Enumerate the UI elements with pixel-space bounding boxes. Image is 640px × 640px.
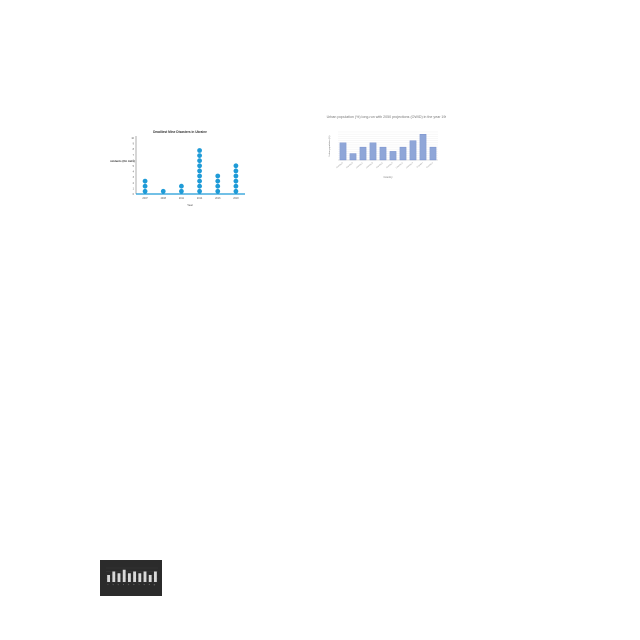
data-bar xyxy=(419,134,427,161)
x-axis-label: Year xyxy=(187,203,193,207)
data-dot xyxy=(197,168,202,174)
data-dot xyxy=(142,188,148,194)
x-tick-label: 2011 xyxy=(179,197,185,200)
data-bar xyxy=(379,146,387,161)
data-dot xyxy=(197,163,202,169)
data-bar xyxy=(107,575,111,582)
y-axis-label: Urban population (%) xyxy=(328,135,331,156)
data-bar xyxy=(399,146,407,161)
x-tick-label: 2008 xyxy=(161,197,167,200)
data-dot xyxy=(179,183,184,189)
data-dot xyxy=(233,173,239,179)
data-dot xyxy=(215,188,221,194)
data-dot xyxy=(197,173,202,179)
data-dot xyxy=(197,153,202,158)
x-tick-label: Country C xyxy=(355,161,364,169)
dot-plot-card: Deadliest Mine Disasters in Ukraine Year I… xyxy=(110,128,250,210)
x-tick-label: 3 xyxy=(118,584,120,586)
x-tick-label: Country E xyxy=(375,161,384,169)
x-tick-label: 8 xyxy=(144,584,146,586)
data-dot xyxy=(142,178,148,184)
data-dot xyxy=(179,188,184,194)
x-tick-label: 9 xyxy=(149,584,151,586)
data-dot xyxy=(197,178,202,184)
data-bar xyxy=(112,571,116,582)
data-bar xyxy=(127,573,131,582)
data-bar xyxy=(153,571,157,582)
x-tick-label: 7 xyxy=(138,584,140,586)
x-tick-label: Country B xyxy=(345,161,354,169)
x-tick-label: Country I xyxy=(416,161,424,169)
data-bar xyxy=(369,142,377,161)
y-axis-label: Incidents (On Axis) xyxy=(110,159,135,163)
y-tick-label: 10 xyxy=(131,137,134,140)
data-bar xyxy=(138,573,142,582)
bar-chart-card: Urban population (%) long-run with 2050 … xyxy=(326,112,446,182)
y-tick-label: 1 xyxy=(133,187,135,190)
data-dot xyxy=(215,178,221,184)
dark-bar-chart: 1 2 3 4 5 6 7 8 9 10 xyxy=(106,567,158,587)
data-dot xyxy=(215,173,221,179)
x-tick-label: Country F xyxy=(385,161,394,169)
x-tick-label: 2 xyxy=(112,584,114,586)
data-dot xyxy=(233,163,239,169)
chart-title: Deadliest Mine Disasters in Ukraine xyxy=(153,130,207,134)
x-tick-label: 2014 xyxy=(197,197,203,200)
x-tick-label: 2018 xyxy=(233,197,239,200)
x-tick-label: Country D xyxy=(365,161,374,169)
data-bar xyxy=(122,569,126,582)
y-tick-label: 2 xyxy=(133,182,135,185)
data-bar xyxy=(117,573,121,582)
x-tick-label: 1 xyxy=(107,584,109,586)
x-axis-label: Country xyxy=(383,175,393,179)
y-tick-label: 3 xyxy=(133,176,135,179)
x-tick-label: 5 xyxy=(128,584,130,586)
data-bar xyxy=(133,571,137,582)
data-dot xyxy=(233,183,239,189)
data-bar xyxy=(409,140,417,161)
x-tick-label: Country A xyxy=(335,161,344,169)
data-bar xyxy=(339,142,347,161)
data-bar xyxy=(429,146,437,161)
data-dot xyxy=(142,183,148,189)
data-dot xyxy=(197,158,202,164)
y-tick-label: 8 xyxy=(133,148,135,151)
chart-title: Urban population (%) long-run with 2050 … xyxy=(327,115,446,119)
urban-population-bar-chart: Urban population (%) long-run with 2050 … xyxy=(327,115,446,179)
y-tick-label: 5 xyxy=(133,165,135,168)
x-tick-label: Country J xyxy=(426,161,434,169)
data-dot xyxy=(160,188,166,194)
y-tick-label: 4 xyxy=(133,171,135,174)
data-bar xyxy=(349,153,357,161)
data-dot xyxy=(233,168,239,174)
data-dot xyxy=(233,178,239,184)
data-dot xyxy=(197,183,202,189)
y-tick-label: 6 xyxy=(133,159,135,162)
data-bar xyxy=(148,575,152,582)
x-tick-label: 4 xyxy=(123,584,125,586)
x-tick-label: 6 xyxy=(133,584,135,586)
data-bar xyxy=(143,571,147,582)
x-tick-label: Country G xyxy=(395,161,404,169)
data-dot xyxy=(197,148,202,153)
data-bar xyxy=(389,151,397,161)
x-tick-label: 10 xyxy=(153,584,156,587)
data-dot xyxy=(233,188,239,194)
y-tick-label: 9 xyxy=(133,143,135,146)
data-dot xyxy=(215,183,221,189)
dark-bar-chart-card: 1 2 3 4 5 6 7 8 9 10 xyxy=(100,560,162,596)
x-tick-label: 2016 xyxy=(215,197,221,200)
x-tick-label: 2007 xyxy=(142,197,148,200)
x-tick-label: Country H xyxy=(405,161,414,169)
y-tick-label: 0 xyxy=(133,193,135,196)
data-dot xyxy=(197,188,202,194)
dot-plot-chart: Deadliest Mine Disasters in Ukraine Year I… xyxy=(110,130,245,207)
data-bar xyxy=(359,146,367,161)
y-tick-label: 7 xyxy=(133,154,135,157)
